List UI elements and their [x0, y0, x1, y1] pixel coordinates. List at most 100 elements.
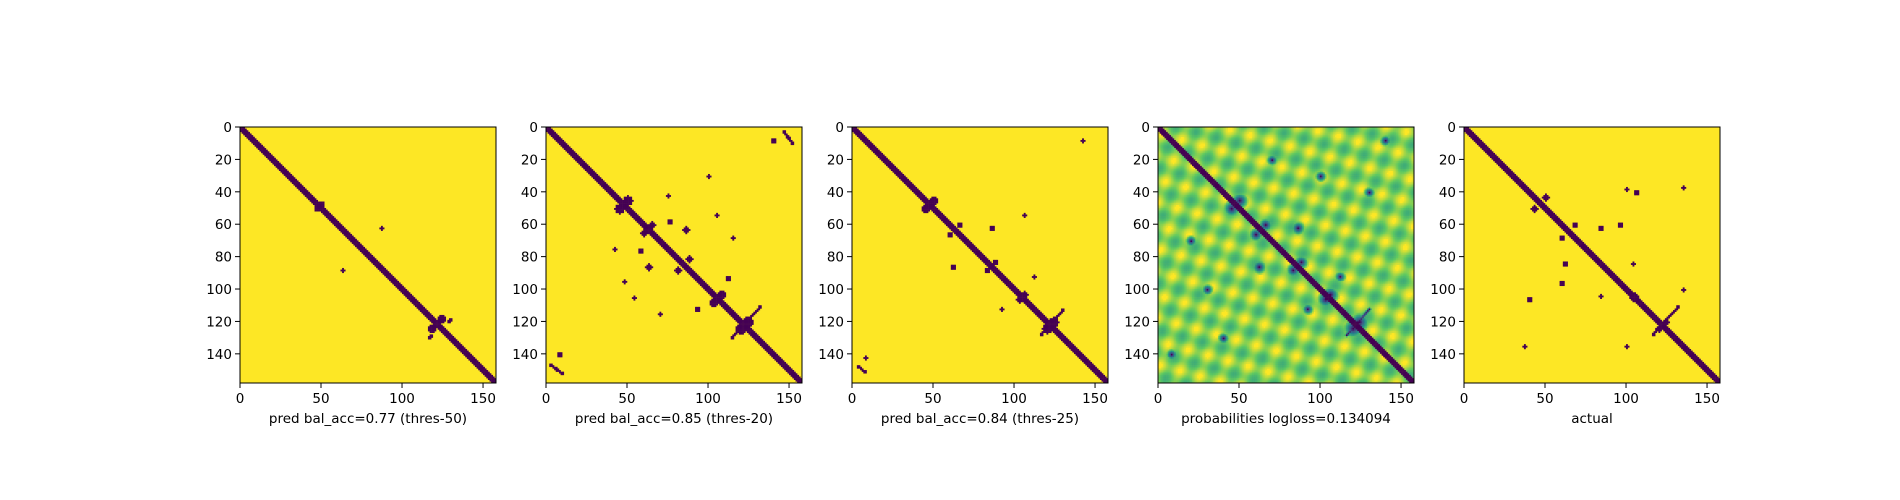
- heatmap-cell: [1399, 141, 1402, 144]
- heatmap-cell: [369, 258, 372, 261]
- heatmap-cell: [1332, 144, 1335, 147]
- heatmap-cell: [1211, 127, 1214, 129]
- axes-frame: [545, 126, 803, 384]
- heatmap-cell: [1261, 144, 1264, 147]
- heatmap-cell: [695, 279, 697, 282]
- heatmap-cell: [1297, 141, 1300, 144]
- heatmap-cell: [1248, 146, 1251, 149]
- heatmap-cell: [641, 248, 644, 251]
- heatmap-cell: [999, 276, 1002, 278]
- heatmap-cell: [1297, 128, 1300, 131]
- heatmap-cell: [557, 370, 560, 372]
- heatmap-cell: [1245, 130, 1248, 133]
- heatmap-cell: [1224, 131, 1227, 134]
- heatmap-cell: [709, 300, 712, 303]
- heatmap-cell: [1187, 135, 1190, 137]
- heatmap-cell: [1230, 146, 1233, 149]
- heatmap-cell: [928, 209, 931, 212]
- heatmap-cell: [1075, 348, 1078, 351]
- heatmap-cell: [682, 264, 684, 267]
- heatmap-cell: [1311, 139, 1314, 142]
- heatmap-cell: [635, 219, 637, 222]
- heatmap-cell: [958, 225, 961, 228]
- heatmap-cell: [751, 313, 754, 316]
- heatmap-cell: [1014, 289, 1016, 291]
- heatmap-cell: [714, 292, 717, 295]
- heatmap-cell: [685, 266, 688, 269]
- heatmap-cell: [1161, 136, 1164, 139]
- heatmap-cell: [1274, 127, 1277, 129]
- heatmap-cell: [470, 353, 472, 356]
- heatmap-cell: [1324, 127, 1327, 129]
- heatmap-cell: [275, 162, 278, 165]
- heatmap-cell: [1347, 130, 1350, 133]
- heatmap-cell: [933, 201, 935, 204]
- heatmap-cell: [750, 334, 753, 337]
- heatmap-cell: [1206, 138, 1209, 141]
- heatmap-cell: [1177, 127, 1180, 129]
- heatmap-cell: [1286, 136, 1288, 139]
- heatmap-cell: [907, 180, 909, 183]
- heatmap-cell: [1162, 144, 1165, 147]
- heatmap-cell: [1352, 141, 1355, 144]
- heatmap-cell: [717, 298, 720, 301]
- heatmap-cell: [892, 165, 895, 168]
- heatmap-cell: [1235, 130, 1238, 133]
- heatmap-cell: [711, 300, 714, 303]
- heatmap-cell: [350, 235, 353, 238]
- heatmap-cell: [937, 211, 940, 214]
- heatmap-cell: [947, 233, 950, 236]
- heatmap-cell: [1305, 143, 1308, 146]
- heatmap-cell: [958, 235, 961, 238]
- heatmap-cell: [1360, 143, 1363, 146]
- heatmap-cell: [1308, 143, 1311, 146]
- heatmap-cell: [468, 352, 471, 355]
- heatmap-cell: [1201, 139, 1204, 142]
- heatmap-cell: [1300, 136, 1303, 139]
- heatmap-cell: [261, 148, 263, 150]
- heatmap-cell: [659, 242, 662, 244]
- heatmap-cell: [1023, 293, 1026, 296]
- heatmap-cell: [1234, 128, 1237, 131]
- heatmap-cell: [1282, 131, 1285, 134]
- heatmap-cell: [690, 271, 693, 274]
- heatmap-cell: [714, 293, 717, 296]
- heatmap-cell: [947, 224, 950, 227]
- heatmap-cell: [711, 292, 714, 295]
- heatmap-cell: [630, 211, 633, 214]
- heatmap-cell: [596, 178, 599, 181]
- heatmap-cell: [688, 261, 691, 264]
- heatmap-cell: [298, 188, 301, 191]
- heatmap-cell: [444, 331, 447, 334]
- heatmap-cell: [1323, 135, 1326, 137]
- heatmap-cell: [1286, 128, 1288, 131]
- heatmap-cell: [895, 170, 898, 173]
- heatmap-cell: [322, 209, 325, 212]
- heatmap-cell: [1345, 128, 1348, 131]
- heatmap-cell: [1397, 127, 1400, 129]
- heatmap-cell: [1370, 131, 1373, 134]
- heatmap-cell: [646, 230, 649, 233]
- heatmap-cell: [1334, 141, 1337, 144]
- heatmap-cell: [860, 133, 862, 136]
- heatmap-cell: [625, 201, 628, 204]
- y-tick-label: 80: [827, 250, 844, 266]
- heatmap-cell: [876, 148, 879, 150]
- heatmap-cell: [902, 180, 905, 183]
- heatmap-cell: [659, 240, 662, 243]
- heatmap-cell: [1033, 305, 1036, 308]
- heatmap-cell: [560, 144, 563, 147]
- heatmap-cell: [248, 133, 250, 136]
- heatmap-cell: [304, 191, 307, 194]
- heatmap-cell: [738, 323, 741, 325]
- heatmap-cell: [1250, 146, 1253, 149]
- heatmap-cell: [1192, 135, 1194, 137]
- heatmap-cell: [620, 199, 623, 202]
- heatmap-cell: [771, 139, 774, 142]
- heatmap-cell: [1401, 143, 1403, 146]
- heatmap-cell: [408, 297, 411, 299]
- heatmap-cell: [243, 130, 246, 133]
- heatmap-cell: [1242, 130, 1245, 133]
- heatmap-cell: [1211, 141, 1214, 144]
- heatmap-cell: [793, 374, 796, 377]
